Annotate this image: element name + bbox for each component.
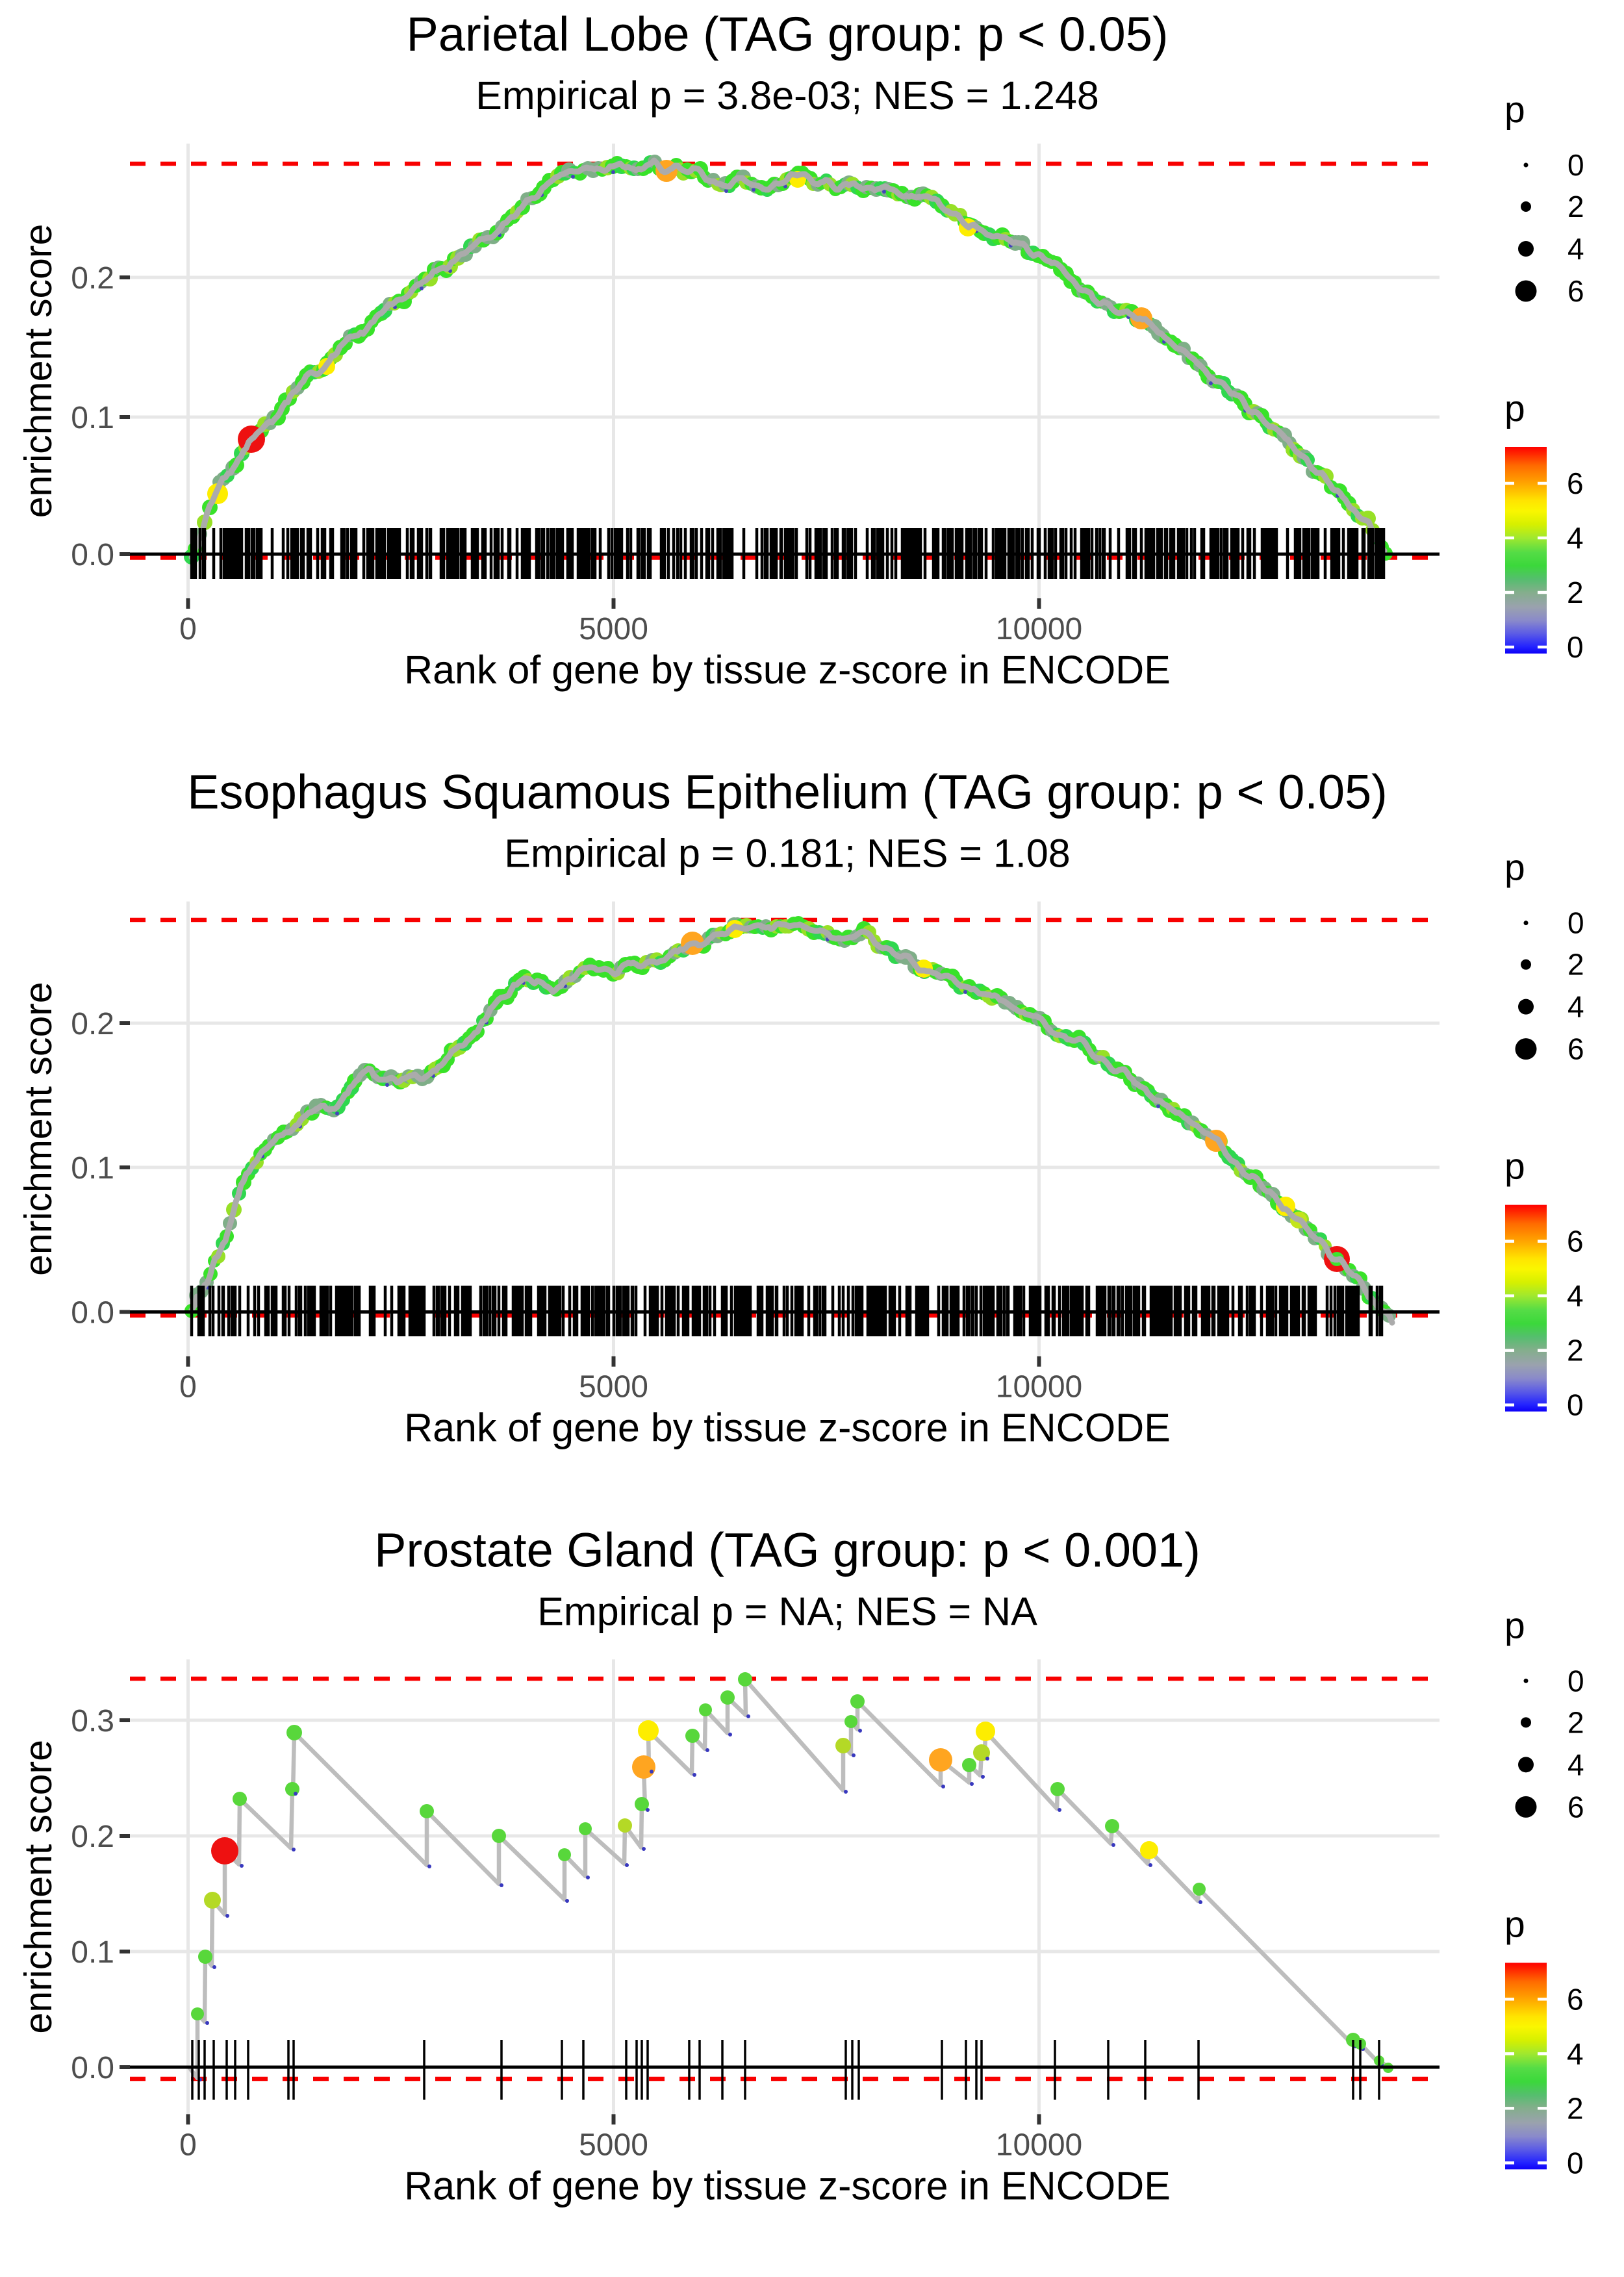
svg-text:2: 2 <box>1567 1334 1584 1367</box>
svg-text:4: 4 <box>1567 1748 1584 1781</box>
svg-text:enrichment score: enrichment score <box>17 1740 60 2034</box>
svg-text:0.1: 0.1 <box>71 1151 114 1186</box>
svg-text:2: 2 <box>1567 576 1584 609</box>
svg-text:0: 0 <box>179 2128 197 2162</box>
svg-text:enrichment score: enrichment score <box>17 982 60 1276</box>
svg-text:0: 0 <box>1567 630 1584 664</box>
svg-text:2: 2 <box>1567 948 1584 982</box>
svg-text:0: 0 <box>1567 906 1584 940</box>
svg-text:4: 4 <box>1567 2037 1584 2070</box>
svg-text:0.0: 0.0 <box>71 2051 114 2085</box>
svg-text:p: p <box>1504 847 1525 889</box>
svg-text:p: p <box>1504 1903 1525 1945</box>
svg-text:Rank of gene by tissue z-score: Rank of gene by tissue z-score in ENCODE <box>404 648 1171 692</box>
svg-text:p: p <box>1504 1146 1525 1188</box>
svg-text:Rank of gene by tissue z-score: Rank of gene by tissue z-score in ENCODE <box>404 1406 1171 1450</box>
svg-text:0.0: 0.0 <box>71 1296 114 1330</box>
svg-text:0: 0 <box>1567 148 1584 182</box>
svg-text:0: 0 <box>1567 1664 1584 1698</box>
svg-text:6: 6 <box>1567 466 1584 500</box>
svg-text:0: 0 <box>179 1370 197 1405</box>
svg-text:6: 6 <box>1567 1790 1584 1824</box>
svg-text:0: 0 <box>179 612 197 646</box>
svg-text:0.3: 0.3 <box>71 1704 114 1738</box>
svg-text:2: 2 <box>1567 1705 1584 1739</box>
svg-text:6: 6 <box>1567 1982 1584 2016</box>
svg-text:p: p <box>1504 388 1525 429</box>
svg-text:2: 2 <box>1567 2091 1584 2125</box>
svg-text:Empirical p = NA; NES = NA: Empirical p = NA; NES = NA <box>537 1589 1037 1633</box>
svg-text:Rank of gene by tissue z-score: Rank of gene by tissue z-score in ENCODE <box>404 2163 1171 2207</box>
svg-text:p: p <box>1504 1605 1525 1646</box>
svg-text:Esophagus Squamous Epithelium: Esophagus Squamous Epithelium (TAG group… <box>187 765 1388 819</box>
svg-text:6: 6 <box>1567 274 1584 308</box>
svg-text:0.2: 0.2 <box>71 1820 114 1854</box>
svg-text:5000: 5000 <box>579 1370 648 1405</box>
svg-text:5000: 5000 <box>579 2128 648 2162</box>
svg-text:10000: 10000 <box>996 1370 1082 1405</box>
svg-text:4: 4 <box>1567 232 1584 266</box>
svg-text:4: 4 <box>1567 990 1584 1024</box>
svg-text:0.0: 0.0 <box>71 538 114 572</box>
svg-text:Empirical p = 3.8e-03; NES = 1: Empirical p = 3.8e-03; NES = 1.248 <box>476 73 1099 118</box>
svg-text:5000: 5000 <box>579 612 648 646</box>
svg-text:enrichment score: enrichment score <box>17 224 60 518</box>
svg-text:Empirical p = 0.181; NES = 1.0: Empirical p = 0.181; NES = 1.08 <box>504 832 1070 876</box>
svg-text:p: p <box>1504 89 1525 131</box>
svg-text:4: 4 <box>1567 521 1584 555</box>
svg-text:0: 0 <box>1567 2146 1584 2180</box>
svg-text:0.2: 0.2 <box>71 261 114 296</box>
svg-text:0.2: 0.2 <box>71 1007 114 1041</box>
svg-text:10000: 10000 <box>996 612 1082 646</box>
svg-text:Prostate Gland (TAG group: p <: Prostate Gland (TAG group: p < 0.001) <box>374 1523 1200 1577</box>
svg-text:4: 4 <box>1567 1279 1584 1313</box>
svg-text:0.1: 0.1 <box>71 401 114 435</box>
svg-text:10000: 10000 <box>996 2128 1082 2162</box>
svg-text:2: 2 <box>1567 190 1584 223</box>
svg-text:6: 6 <box>1567 1032 1584 1066</box>
svg-text:6: 6 <box>1567 1225 1584 1258</box>
svg-text:0: 0 <box>1567 1388 1584 1422</box>
svg-text:Parietal Lobe (TAG group: p <: Parietal Lobe (TAG group: p < 0.05) <box>406 7 1168 61</box>
svg-text:0.1: 0.1 <box>71 1935 114 1970</box>
